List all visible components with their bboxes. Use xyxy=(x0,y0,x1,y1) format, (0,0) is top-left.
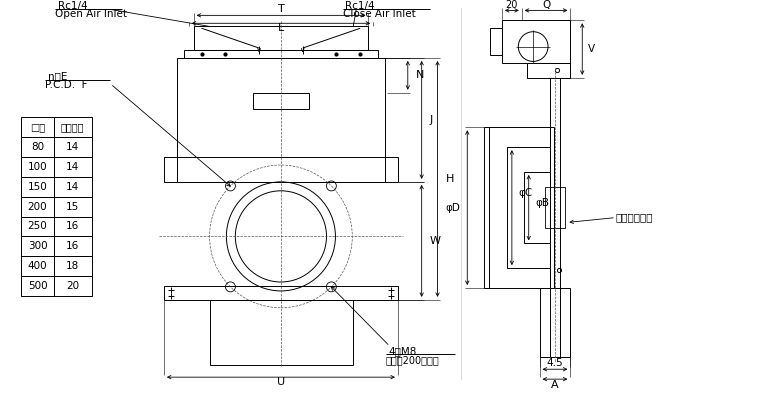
Text: n－E: n－E xyxy=(48,71,68,81)
Bar xyxy=(502,20,571,63)
Text: N: N xyxy=(415,70,424,80)
Text: ネジ深さ: ネジ深さ xyxy=(61,122,84,132)
Text: V: V xyxy=(588,44,595,54)
Text: 15: 15 xyxy=(66,202,79,212)
Bar xyxy=(194,26,368,50)
Text: 500: 500 xyxy=(28,281,48,291)
Text: 400: 400 xyxy=(28,261,48,271)
Bar xyxy=(22,177,91,197)
Bar xyxy=(22,197,91,216)
Text: Rc1/4: Rc1/4 xyxy=(346,2,375,11)
Bar xyxy=(22,256,91,276)
Text: シールサイド: シールサイド xyxy=(616,213,654,222)
Text: 20: 20 xyxy=(66,281,79,291)
Bar xyxy=(545,187,565,228)
Text: 14: 14 xyxy=(66,182,79,192)
Bar xyxy=(22,117,91,137)
Text: T: T xyxy=(277,4,284,14)
Bar xyxy=(184,50,378,58)
Bar xyxy=(253,93,309,109)
Text: L: L xyxy=(278,23,284,33)
Text: Rc1/4: Rc1/4 xyxy=(58,2,88,11)
Text: P.C.D.  F: P.C.D. F xyxy=(45,80,88,90)
Text: J: J xyxy=(429,115,433,125)
Text: Q: Q xyxy=(542,0,550,10)
Text: 4－M8: 4－M8 xyxy=(388,346,416,356)
Bar xyxy=(540,288,571,357)
Bar xyxy=(490,28,502,55)
Bar xyxy=(22,137,91,157)
Text: 4.5: 4.5 xyxy=(547,358,563,368)
Text: 14: 14 xyxy=(66,162,79,172)
Text: φB: φB xyxy=(535,198,550,208)
Text: □径: □径 xyxy=(30,122,45,132)
Text: Open Air Inlet: Open Air Inlet xyxy=(55,9,127,19)
Text: 14: 14 xyxy=(66,142,79,152)
Text: U: U xyxy=(276,377,285,387)
Text: 16: 16 xyxy=(66,241,79,251)
Text: φD: φD xyxy=(445,203,460,213)
Text: 16: 16 xyxy=(66,222,79,231)
Text: 18: 18 xyxy=(66,261,79,271)
Text: 80: 80 xyxy=(31,142,44,152)
Text: H: H xyxy=(445,174,454,184)
Bar xyxy=(527,63,571,78)
Bar xyxy=(22,157,91,177)
Text: 20: 20 xyxy=(505,0,518,10)
Text: A: A xyxy=(551,380,559,390)
Bar xyxy=(550,78,561,357)
Bar xyxy=(489,127,550,288)
Bar xyxy=(22,216,91,236)
Bar xyxy=(524,172,550,243)
Text: 150: 150 xyxy=(28,182,48,192)
Bar xyxy=(177,58,385,182)
Bar xyxy=(164,286,398,300)
Bar xyxy=(22,236,91,256)
Text: 250: 250 xyxy=(28,222,48,231)
Text: Close Air Inlet: Close Air Inlet xyxy=(343,9,416,19)
Text: 200: 200 xyxy=(28,202,48,212)
Text: 100: 100 xyxy=(28,162,48,172)
Bar xyxy=(22,276,91,296)
Bar xyxy=(210,300,353,365)
Text: W: W xyxy=(429,236,441,246)
Bar xyxy=(164,157,398,182)
Text: φC: φC xyxy=(519,188,533,198)
Text: （口径200以上）: （口径200以上） xyxy=(386,356,440,365)
Text: 300: 300 xyxy=(28,241,48,251)
Bar xyxy=(507,147,550,268)
